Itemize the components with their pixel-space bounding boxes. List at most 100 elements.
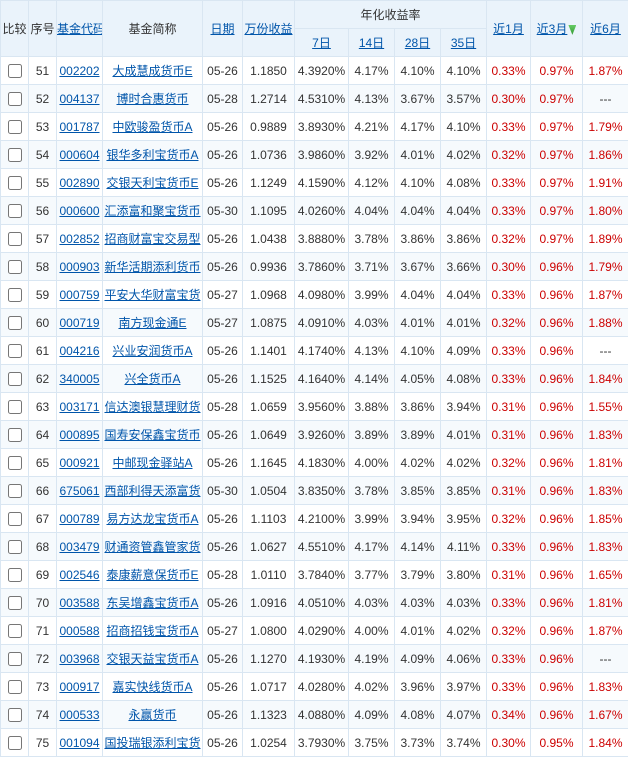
fund-code-link[interactable]: 000917 xyxy=(59,680,99,694)
compare-checkbox[interactable] xyxy=(8,316,22,330)
compare-checkbox[interactable] xyxy=(8,120,22,134)
fund-code-link[interactable]: 000600 xyxy=(59,204,99,218)
fund-name-link[interactable]: 交银天益宝货币A xyxy=(106,652,198,666)
header-m6[interactable]: 近6月 xyxy=(583,1,628,57)
fund-name-link[interactable]: 招商财富宝交易型 xyxy=(104,232,200,246)
header-d7[interactable]: 7日 xyxy=(295,29,349,57)
fund-name-link[interactable]: 泰康薪意保货币E xyxy=(106,568,198,582)
header-m1[interactable]: 近1月 xyxy=(487,1,531,57)
compare-checkbox[interactable] xyxy=(8,148,22,162)
header-code[interactable]: 基金代码 xyxy=(57,1,103,57)
compare-checkbox[interactable] xyxy=(8,428,22,442)
compare-checkbox[interactable] xyxy=(8,64,22,78)
fund-code-link[interactable]: 000895 xyxy=(59,428,99,442)
fund-name-link[interactable]: 信达澳银慧理财货 xyxy=(104,400,200,414)
fund-name-link[interactable]: 国投瑞银添利宝货 xyxy=(104,736,200,750)
header-m3[interactable]: 近3月 xyxy=(531,1,583,57)
fund-name-link[interactable]: 国寿安保鑫宝货币 xyxy=(104,428,200,442)
cell-r7: 3.8350% xyxy=(295,477,349,505)
fund-code-link[interactable]: 000588 xyxy=(59,624,99,638)
fund-code-link[interactable]: 000759 xyxy=(59,288,99,302)
fund-code-link[interactable]: 002546 xyxy=(59,568,99,582)
header-income[interactable]: 万份收益 xyxy=(243,1,295,57)
compare-checkbox[interactable] xyxy=(8,92,22,106)
fund-code-link[interactable]: 004216 xyxy=(59,344,99,358)
compare-checkbox[interactable] xyxy=(8,680,22,694)
compare-checkbox[interactable] xyxy=(8,540,22,554)
cell-compare xyxy=(1,169,29,197)
table-row: 61004216兴业安润货币A05-261.14014.1740%4.13%4.… xyxy=(1,337,628,365)
fund-name-link[interactable]: 兴业安润货币A xyxy=(112,344,192,358)
header-d35[interactable]: 35日 xyxy=(441,29,487,57)
cell-income: 1.0800 xyxy=(243,617,295,645)
fund-name-link[interactable]: 平安大华财富宝货 xyxy=(104,288,200,302)
fund-name-link[interactable]: 易方达龙宝货币A xyxy=(106,512,198,526)
compare-checkbox[interactable] xyxy=(8,288,22,302)
compare-checkbox[interactable] xyxy=(8,260,22,274)
fund-name-link[interactable]: 新华活期添利货币 xyxy=(104,260,200,274)
table-body: 51002202大成慧成货币E05-261.18504.3920%4.17%4.… xyxy=(1,57,628,757)
compare-checkbox[interactable] xyxy=(8,204,22,218)
cell-income: 1.0504 xyxy=(243,477,295,505)
cell-m1: 0.33% xyxy=(487,113,531,141)
fund-name-link[interactable]: 永赢货币 xyxy=(128,708,176,722)
compare-checkbox[interactable] xyxy=(8,512,22,526)
fund-code-link[interactable]: 000789 xyxy=(59,512,99,526)
compare-checkbox[interactable] xyxy=(8,232,22,246)
compare-checkbox[interactable] xyxy=(8,176,22,190)
fund-code-link[interactable]: 002202 xyxy=(59,64,99,78)
cell-code: 340005 xyxy=(57,365,103,393)
fund-code-link[interactable]: 000719 xyxy=(59,316,99,330)
fund-code-link[interactable]: 003479 xyxy=(59,540,99,554)
fund-name-link[interactable]: 兴全货币A xyxy=(124,372,180,386)
fund-code-link[interactable]: 001787 xyxy=(59,120,99,134)
cell-m6: 1.79% xyxy=(583,253,628,281)
cell-r28: 3.86% xyxy=(395,393,441,421)
fund-code-link[interactable]: 000533 xyxy=(59,708,99,722)
fund-code-link[interactable]: 003968 xyxy=(59,652,99,666)
compare-checkbox[interactable] xyxy=(8,456,22,470)
compare-checkbox[interactable] xyxy=(8,708,22,722)
fund-name-link[interactable]: 中欧骏盈货币A xyxy=(112,120,192,134)
fund-code-link[interactable]: 000604 xyxy=(59,148,99,162)
fund-code-link[interactable]: 000921 xyxy=(59,456,99,470)
header-d14[interactable]: 14日 xyxy=(349,29,395,57)
cell-compare xyxy=(1,505,29,533)
fund-name-link[interactable]: 招商招钱宝货币A xyxy=(106,624,198,638)
fund-code-link[interactable]: 002852 xyxy=(59,232,99,246)
fund-name-link[interactable]: 财通资管鑫管家货 xyxy=(104,540,200,554)
fund-name-link[interactable]: 汇添富和聚宝货币 xyxy=(104,204,200,218)
fund-code-link[interactable]: 000903 xyxy=(59,260,99,274)
fund-name-link[interactable]: 嘉实快线货币A xyxy=(112,680,192,694)
fund-code-link[interactable]: 002890 xyxy=(59,176,99,190)
compare-checkbox[interactable] xyxy=(8,400,22,414)
compare-checkbox[interactable] xyxy=(8,624,22,638)
fund-name-link[interactable]: 南方现金通E xyxy=(118,316,186,330)
fund-name-link[interactable]: 西部利得天添富货 xyxy=(104,484,200,498)
fund-name-link[interactable]: 银华多利宝货币A xyxy=(106,148,198,162)
cell-m1: 0.33% xyxy=(487,337,531,365)
fund-code-link[interactable]: 003171 xyxy=(59,400,99,414)
cell-r14: 4.12% xyxy=(349,169,395,197)
table-row: 58000903新华活期添利货币05-260.99363.7860%3.71%3… xyxy=(1,253,628,281)
fund-code-link[interactable]: 004137 xyxy=(59,92,99,106)
fund-code-link[interactable]: 001094 xyxy=(59,736,99,750)
fund-code-link[interactable]: 003588 xyxy=(59,596,99,610)
header-d28[interactable]: 28日 xyxy=(395,29,441,57)
fund-code-link[interactable]: 340005 xyxy=(59,372,99,386)
compare-checkbox[interactable] xyxy=(8,484,22,498)
compare-checkbox[interactable] xyxy=(8,652,22,666)
header-date[interactable]: 日期 xyxy=(203,1,243,57)
fund-name-link[interactable]: 东吴增鑫宝货币A xyxy=(106,596,198,610)
fund-name-link[interactable]: 交银天利宝货币E xyxy=(106,176,198,190)
compare-checkbox[interactable] xyxy=(8,372,22,386)
compare-checkbox[interactable] xyxy=(8,736,22,750)
compare-checkbox[interactable] xyxy=(8,596,22,610)
compare-checkbox[interactable] xyxy=(8,568,22,582)
fund-name-link[interactable]: 博时合惠货币 xyxy=(116,92,188,106)
fund-name-link[interactable]: 中邮现金驿站A xyxy=(112,456,192,470)
fund-code-link[interactable]: 675061 xyxy=(59,484,99,498)
compare-checkbox[interactable] xyxy=(8,344,22,358)
fund-name-link[interactable]: 大成慧成货币E xyxy=(112,64,192,78)
cell-name: 信达澳银慧理财货 xyxy=(103,393,203,421)
